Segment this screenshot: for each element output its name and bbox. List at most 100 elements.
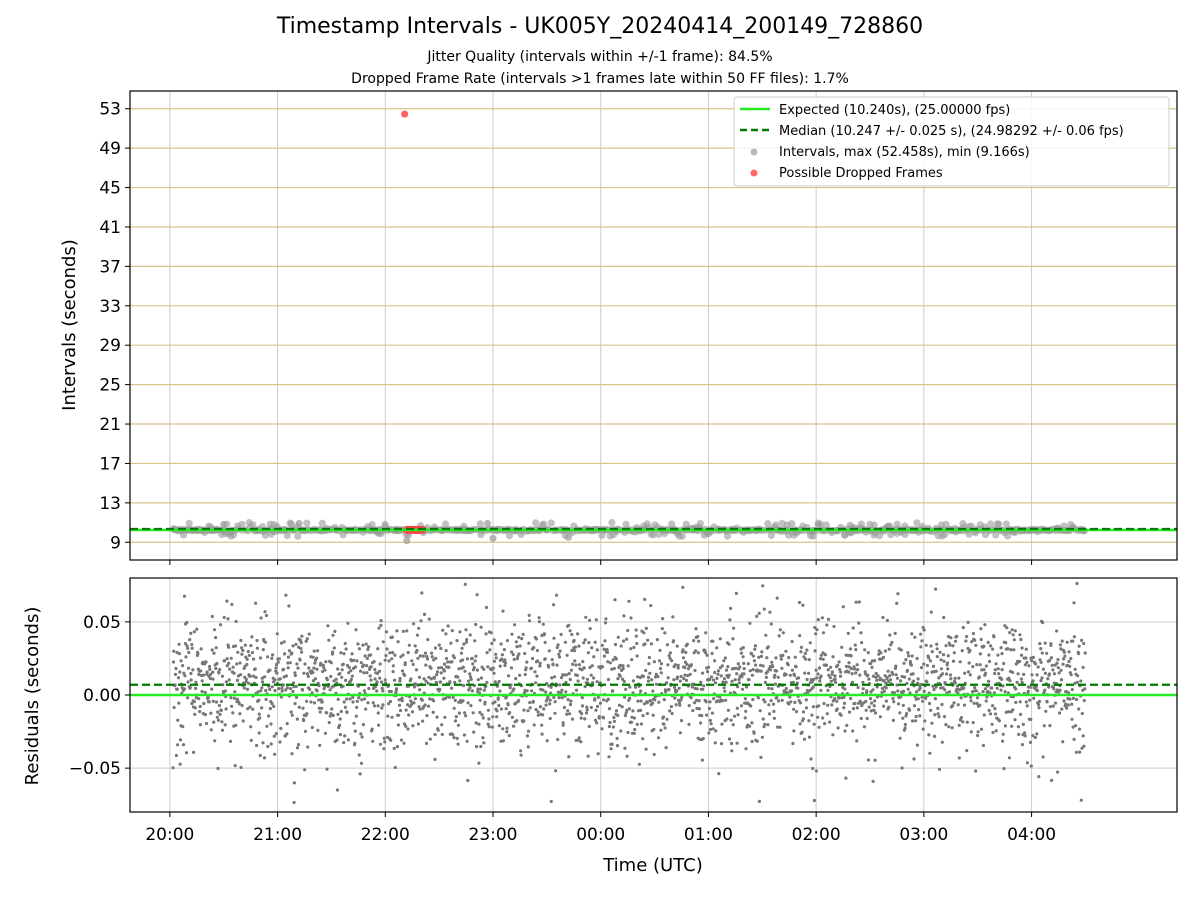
residual-point <box>233 690 237 694</box>
residual-point <box>1069 673 1073 677</box>
residual-point <box>758 709 762 713</box>
residual-point <box>1049 656 1053 660</box>
residual-point <box>984 664 989 668</box>
residual-point <box>474 654 478 658</box>
residual-point <box>1077 652 1081 656</box>
residual-point <box>338 717 342 721</box>
residual-point <box>788 695 792 699</box>
xtick-label: 00:00 <box>576 825 625 845</box>
xtick-label: 23:00 <box>469 825 518 845</box>
residual-point <box>248 674 252 678</box>
residual-point <box>225 664 229 668</box>
legend: Expected (10.240s), (25.00000 fps) Media… <box>733 96 1170 187</box>
interval-point <box>287 520 295 528</box>
residual-point <box>1070 687 1074 692</box>
residual-point <box>503 658 507 662</box>
residual-point <box>558 683 562 687</box>
residual-point <box>613 598 617 602</box>
residual-point <box>245 657 249 661</box>
residual-point <box>311 679 315 683</box>
residual-point <box>476 678 480 682</box>
residual-point <box>888 678 893 682</box>
residual-point <box>734 591 739 596</box>
residual-point <box>435 673 439 677</box>
residual-point <box>290 752 294 756</box>
residual-point <box>211 670 215 674</box>
bottom-ytick-label: −0.05 <box>69 759 121 779</box>
residual-point <box>573 659 577 663</box>
interval-point <box>817 520 825 528</box>
residual-point <box>775 696 779 700</box>
residual-point <box>444 632 448 636</box>
residual-point <box>803 651 807 656</box>
residual-point <box>302 718 306 723</box>
residual-point <box>988 691 992 695</box>
residual-point <box>686 667 691 671</box>
residual-point <box>969 730 973 734</box>
residual-point <box>611 725 616 729</box>
residual-point <box>767 712 772 716</box>
residual-point <box>175 687 179 691</box>
residual-point <box>722 686 726 690</box>
residual-point <box>733 714 737 718</box>
residual-point <box>742 672 746 676</box>
residual-point <box>438 680 443 684</box>
top-ytick-label: 9 <box>110 533 121 553</box>
residual-point <box>875 678 879 682</box>
residual-point <box>687 704 691 708</box>
residual-point <box>888 633 892 637</box>
residual-point <box>807 735 812 739</box>
residual-point <box>528 706 532 710</box>
residual-point <box>559 691 563 695</box>
residual-point <box>556 690 561 694</box>
residual-point <box>826 703 830 707</box>
residual-point <box>873 711 878 715</box>
residual-point <box>951 659 956 663</box>
residual-point <box>774 669 779 673</box>
residual-point <box>683 665 687 670</box>
residual-point <box>770 687 774 691</box>
residual-point <box>340 675 344 679</box>
residual-point <box>273 752 277 756</box>
residual-point <box>907 654 911 658</box>
residual-point <box>424 663 428 667</box>
residual-point <box>247 653 251 658</box>
residual-point <box>870 665 874 670</box>
residual-point <box>264 697 268 702</box>
residual-point <box>1032 696 1036 700</box>
residual-point <box>326 624 330 628</box>
residual-point <box>362 663 366 667</box>
residual-point <box>611 689 615 693</box>
residual-point <box>294 642 298 646</box>
residual-point <box>669 705 674 709</box>
residual-point <box>181 664 185 668</box>
residual-point <box>880 690 884 695</box>
jitter-quality-subtitle: Jitter Quality (intervals within +/-1 fr… <box>427 49 773 65</box>
residual-point <box>495 709 499 713</box>
residual-point <box>1038 642 1042 646</box>
residual-point <box>204 721 209 726</box>
residual-point <box>387 702 391 706</box>
residual-point <box>806 691 810 695</box>
residual-point <box>931 684 935 688</box>
residual-point <box>1057 671 1061 675</box>
residual-point <box>846 631 850 636</box>
residual-point <box>1083 687 1087 691</box>
residual-point <box>381 689 385 693</box>
residual-point <box>751 654 755 658</box>
residual-point <box>212 651 216 655</box>
residual-point <box>441 628 445 632</box>
residual-point <box>1076 674 1080 678</box>
residual-point <box>376 647 380 651</box>
residual-point <box>752 659 757 663</box>
residual-point <box>653 698 657 702</box>
residual-point <box>968 648 972 653</box>
residual-point <box>534 637 539 641</box>
residual-point <box>1039 647 1043 651</box>
residual-point <box>959 696 963 700</box>
residual-point <box>973 686 977 690</box>
residual-point <box>291 644 295 648</box>
residual-point <box>962 686 966 690</box>
residual-point <box>621 664 625 668</box>
